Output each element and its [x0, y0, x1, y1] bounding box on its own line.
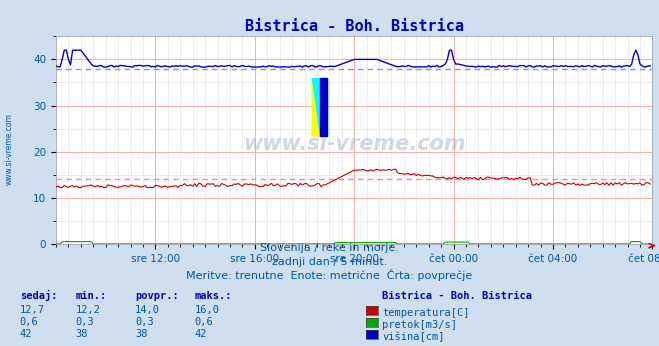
Text: 14,0: 14,0 [135, 305, 160, 315]
Text: Bistrica - Boh. Bistrica: Bistrica - Boh. Bistrica [382, 291, 532, 301]
Text: pretok[m3/s]: pretok[m3/s] [382, 320, 457, 330]
Polygon shape [320, 78, 328, 136]
Text: 38: 38 [135, 329, 148, 339]
Text: 42: 42 [194, 329, 207, 339]
Text: 12,7: 12,7 [20, 305, 45, 315]
Text: višina[cm]: višina[cm] [382, 332, 445, 343]
Polygon shape [312, 78, 328, 136]
Text: 42: 42 [20, 329, 32, 339]
Text: 0,3: 0,3 [76, 317, 94, 327]
Text: Slovenija / reke in morje.: Slovenija / reke in morje. [260, 243, 399, 253]
Polygon shape [312, 78, 320, 136]
Text: sedaj:: sedaj: [20, 290, 57, 301]
Text: 0,6: 0,6 [194, 317, 213, 327]
Text: min.:: min.: [76, 291, 107, 301]
Text: maks.:: maks.: [194, 291, 232, 301]
Text: Meritve: trenutne  Enote: metrične  Črta: povprečje: Meritve: trenutne Enote: metrične Črta: … [186, 268, 473, 281]
Text: 0,6: 0,6 [20, 317, 38, 327]
Text: www.si-vreme.com: www.si-vreme.com [243, 134, 465, 154]
Text: povpr.:: povpr.: [135, 291, 179, 301]
Text: www.si-vreme.com: www.si-vreme.com [5, 113, 14, 185]
Text: zadnji dan / 5 minut.: zadnji dan / 5 minut. [272, 257, 387, 267]
Text: temperatura[C]: temperatura[C] [382, 308, 470, 318]
Text: 16,0: 16,0 [194, 305, 219, 315]
Text: 38: 38 [76, 329, 88, 339]
Text: 12,2: 12,2 [76, 305, 101, 315]
Title: Bistrica - Boh. Bistrica: Bistrica - Boh. Bistrica [244, 19, 464, 34]
Text: 0,3: 0,3 [135, 317, 154, 327]
